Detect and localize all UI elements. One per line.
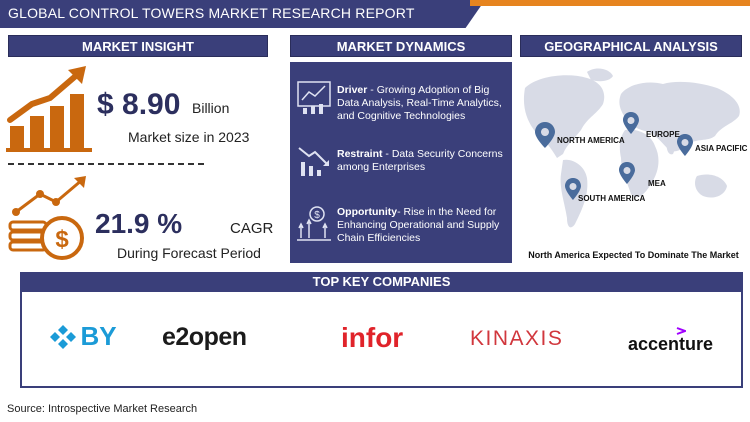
market-insight-heading: MARKET INSIGHT (8, 35, 268, 57)
logo-kinaxis: KINAXIS (470, 327, 564, 350)
logo-infor: infor (341, 322, 404, 353)
opportunity-icon: $ (297, 206, 331, 241)
source-note: Source: Introspective Market Research (7, 403, 198, 415)
logo-accenture: accenture (628, 334, 714, 354)
driver-text: Driver - Growing Adoption of Big Data An… (337, 84, 509, 123)
region-label-north-america: NORTH AMERICA (557, 136, 625, 145)
world-map (523, 68, 740, 228)
blue-yonder-mark-icon (50, 324, 76, 349)
title-bar-background (0, 0, 485, 28)
top-companies-heading: TOP KEY COMPANIES (20, 272, 743, 292)
driver-title: Driver (337, 84, 368, 96)
svg-text:$: $ (55, 226, 69, 253)
opportunity-title: Opportunity (337, 206, 398, 218)
market-size-label: Market size in 2023 (128, 129, 250, 145)
opportunity-description: - Rise in the Need for Enhancing Operati… (337, 206, 500, 244)
region-label-south-america: SOUTH AMERICA (578, 194, 646, 203)
region-label-asia-pacific: ASIA PACIFIC (695, 144, 748, 153)
market-size-value: $ 8.90 (97, 88, 181, 121)
cagr-label: During Forecast Period (117, 245, 261, 261)
title-accent-stripe (470, 0, 750, 6)
restraint-title: Restraint (337, 148, 383, 160)
region-label-europe: EUROPE (646, 130, 680, 139)
logo-e2open: e2open (162, 323, 247, 351)
blue-yonder-text: BY (80, 321, 117, 351)
growth-chart-icon (6, 66, 92, 152)
divider-dashed (8, 163, 204, 165)
geographical-caption: North America Expected To Dominate The M… (528, 250, 739, 260)
driver-description: - Growing Adoption of Big Data Analysis,… (337, 84, 502, 122)
declining-chart-icon (298, 147, 329, 176)
geographical-analysis-heading: GEOGRAPHICAL ANALYSIS (520, 35, 742, 57)
report-title: GLOBAL CONTROL TOWERS MARKET RESEARCH RE… (8, 5, 415, 21)
svg-text:$: $ (314, 210, 320, 221)
market-dynamics-heading: MARKET DYNAMICS (290, 35, 512, 57)
cagr-unit: CAGR (230, 220, 274, 237)
restraint-text: Restraint - Data Security Concerns among… (337, 148, 509, 174)
opportunity-text: Opportunity- Rise in the Need for Enhanc… (337, 206, 509, 245)
logo-blue-yonder: BY (50, 321, 117, 352)
analytics-icon (297, 81, 331, 114)
dollar-coin-icon: $ (8, 176, 86, 260)
market-dynamics-panel: Driver - Growing Adoption of Big Data An… (290, 62, 512, 263)
restraint-description: - Data Security Concerns among Enterpris… (337, 148, 503, 173)
cagr-value: 21.9 % (95, 208, 183, 239)
accenture-chevron-icon (676, 327, 686, 335)
title-bar: GLOBAL CONTROL TOWERS MARKET RESEARCH RE… (0, 0, 750, 28)
region-label-mea: MEA (648, 179, 666, 188)
market-size-unit: Billion (192, 100, 230, 116)
